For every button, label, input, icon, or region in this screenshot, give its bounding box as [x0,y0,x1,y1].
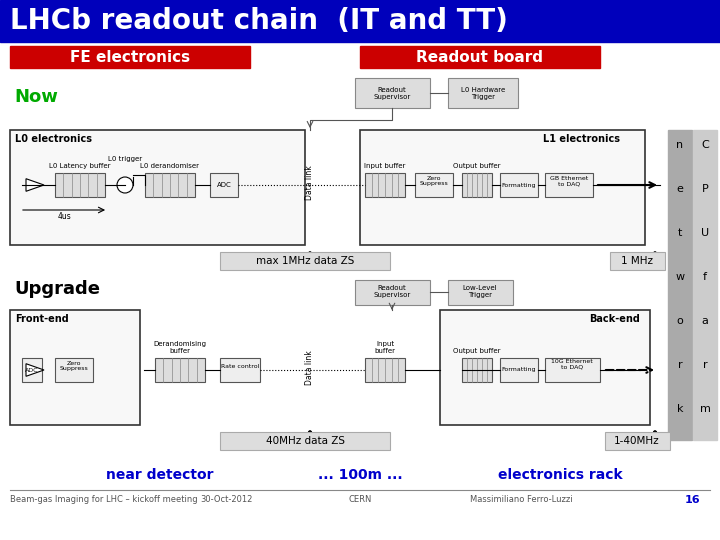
Text: Zero
Suppress: Zero Suppress [60,361,89,372]
Text: max 1MHz data ZS: max 1MHz data ZS [256,256,354,266]
Text: 16: 16 [685,495,700,505]
Text: Readout
Supervisor: Readout Supervisor [374,286,410,299]
Text: L0 Hardware
Trigger: L0 Hardware Trigger [461,86,505,99]
Text: Zero
Suppress: Zero Suppress [420,176,449,186]
Bar [355,78,430,108]
Text: Output buffer: Output buffer [454,163,500,169]
Text: ADC: ADC [25,368,39,373]
Bar [360,46,600,68]
Bar [668,130,692,440]
Text: CERN: CERN [348,495,372,504]
Text: 4us: 4us [57,212,71,221]
Bar [500,358,538,382]
Bar [610,252,665,270]
Bar [220,358,260,382]
Text: Low-Level
Trigger: Low-Level Trigger [463,286,498,299]
Text: P: P [701,184,708,194]
Text: f: f [703,272,707,282]
Bar [55,358,93,382]
Text: ADC: ADC [217,182,231,188]
Text: electronics rack: electronics rack [498,468,622,482]
Text: Data link: Data link [305,166,314,200]
Bar [440,310,650,425]
Text: L0 trigger: L0 trigger [108,156,142,162]
Text: LHCb readout chain  (IT and TT): LHCb readout chain (IT and TT) [10,7,508,35]
Text: 30-Oct-2012: 30-Oct-2012 [200,495,253,504]
Text: r: r [703,360,707,370]
Bar [220,432,390,450]
Bar [155,358,205,382]
Text: Back-end: Back-end [589,314,640,324]
Bar [220,252,390,270]
Text: o: o [677,316,683,326]
Bar [693,130,717,440]
Text: C: C [701,140,709,150]
Bar [545,358,600,382]
Text: GB Ethernet
to DAQ: GB Ethernet to DAQ [550,176,588,186]
Text: Output buffer: Output buffer [454,348,500,354]
Bar [500,173,538,197]
Bar [10,46,250,68]
Bar [210,173,238,197]
Circle shape [117,177,133,193]
Bar [360,130,645,245]
Text: L1 electronics: L1 electronics [543,134,620,144]
Text: U: U [701,228,709,238]
Polygon shape [26,364,44,376]
Text: Readout
Supervisor: Readout Supervisor [374,86,410,99]
Bar [415,173,453,197]
Text: 40MHz data ZS: 40MHz data ZS [266,436,344,446]
Bar [462,358,492,382]
Bar [355,280,430,305]
Text: e: e [677,184,683,194]
Text: Front-end: Front-end [15,314,68,324]
Text: t: t [678,228,682,238]
Text: Data link: Data link [305,350,314,386]
Text: Beam-gas Imaging for LHC – kickoff meeting: Beam-gas Imaging for LHC – kickoff meeti… [10,495,197,504]
Text: Readout board: Readout board [416,50,544,64]
Text: L0 electronics: L0 electronics [15,134,92,144]
Text: w: w [675,272,685,282]
Text: n: n [676,140,683,150]
Text: m: m [700,404,711,414]
Bar [22,358,42,382]
Text: r: r [678,360,683,370]
Text: FE electronics: FE electronics [70,50,190,64]
Text: Input
buffer: Input buffer [374,341,395,354]
Bar [145,173,195,197]
Bar [462,173,492,197]
Bar [365,358,405,382]
Text: Formatting: Formatting [502,183,536,187]
Text: a: a [701,316,708,326]
Text: k: k [677,404,683,414]
Bar [448,78,518,108]
Text: 10G Ethernet
to DAQ: 10G Ethernet to DAQ [551,359,593,369]
Text: near detector: near detector [107,468,214,482]
Text: 1-40MHz: 1-40MHz [614,436,660,446]
Text: Massimiliano Ferro-Luzzi: Massimiliano Ferro-Luzzi [470,495,572,504]
Polygon shape [26,179,44,191]
Text: Upgrade: Upgrade [14,280,100,298]
Bar [448,280,513,305]
Bar [365,173,405,197]
Text: Formatting: Formatting [502,368,536,373]
Text: Rate control: Rate control [221,363,259,368]
Text: Input buffer: Input buffer [364,163,405,169]
Bar [605,432,670,450]
Text: Derandomising
buffer: Derandomising buffer [153,341,207,354]
Text: ... 100m ...: ... 100m ... [318,468,402,482]
Bar [545,173,593,197]
Bar [55,173,105,197]
Text: Now: Now [14,88,58,106]
Text: L0 Latency buffer: L0 Latency buffer [49,163,111,169]
Bar [10,310,140,425]
Bar [10,130,305,245]
Text: L0 derandomiser: L0 derandomiser [140,163,199,169]
Text: 1 MHz: 1 MHz [621,256,653,266]
Bar [0,0,720,42]
